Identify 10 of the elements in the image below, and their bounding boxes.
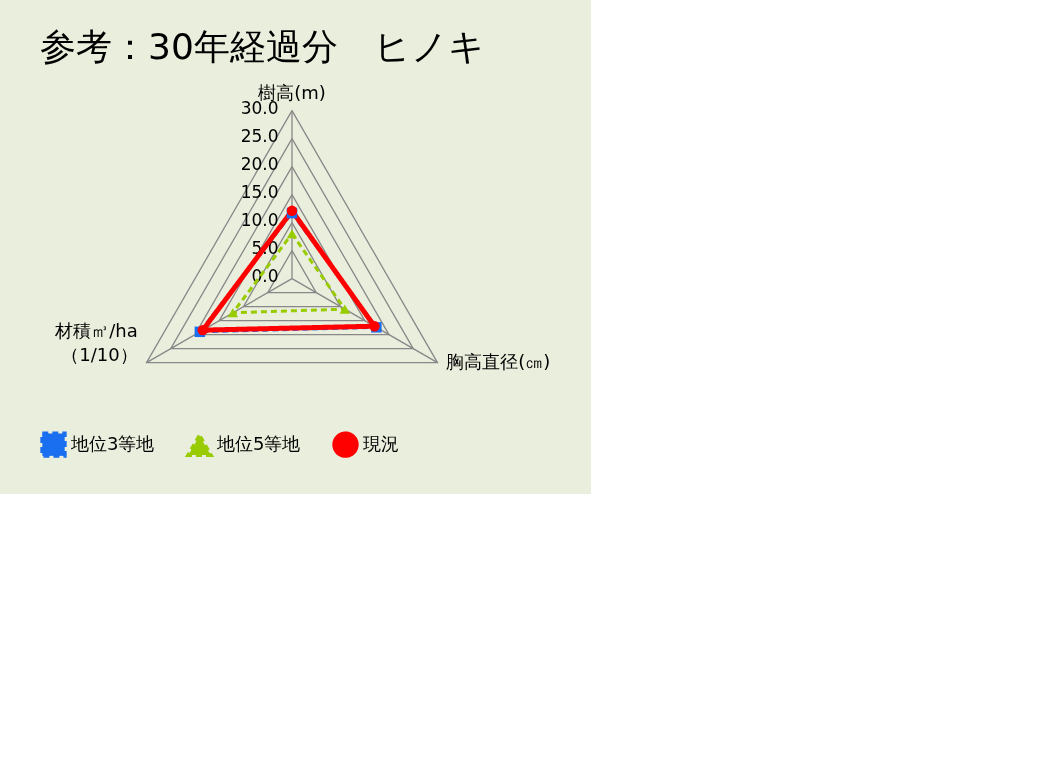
legend-label: 地位3等地 — [70, 432, 155, 454]
y-tick-label: 15.0 — [240, 181, 279, 202]
spoke-label: 胸高直径(㎝) — [446, 350, 551, 372]
y-tick-label: 25.0 — [240, 125, 279, 146]
y-tick-label: 20.0 — [240, 153, 279, 174]
spoke-label: 材積㎥/ha （1/10） — [54, 320, 138, 366]
y-tick-label: 10.0 — [240, 209, 279, 230]
chart-title: 参考：30年経過分 ヒノキ — [40, 26, 485, 67]
legend-label: 現況 — [363, 432, 399, 454]
legend-label: 地位5等地 — [216, 433, 301, 455]
